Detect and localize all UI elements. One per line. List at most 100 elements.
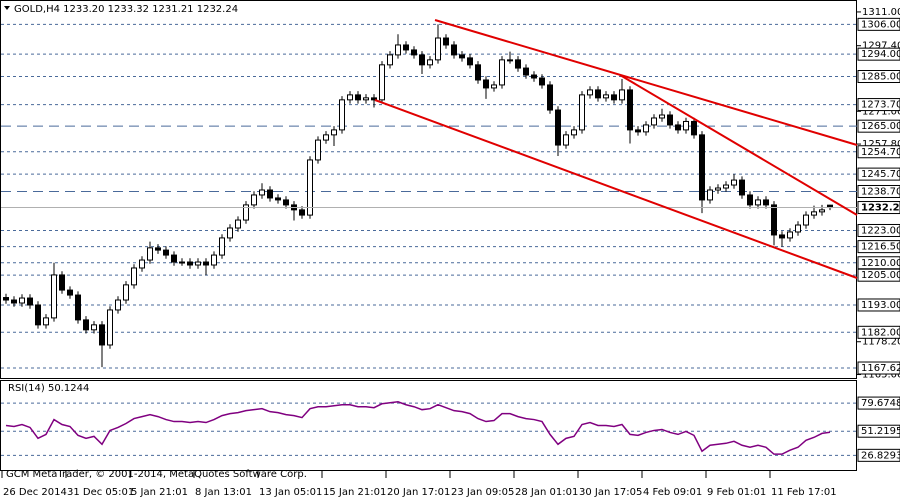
candle-body	[27, 297, 33, 306]
candle-body	[523, 67, 529, 76]
level-box	[857, 70, 900, 84]
lower-channel-line	[374, 99, 858, 279]
candle-body	[419, 54, 425, 66]
level-box	[857, 47, 900, 61]
candle-body	[779, 234, 785, 239]
candle-body	[163, 249, 169, 256]
level-box	[857, 325, 900, 339]
y-tick-label: 1257.80	[862, 139, 900, 150]
x-tick-label: 26 Dec 2014	[3, 487, 67, 498]
candle-body	[819, 209, 825, 213]
rsi-level-box	[857, 448, 900, 462]
level-label: 1216.50	[861, 242, 900, 253]
candle-body	[251, 194, 257, 206]
x-tick-label: 9 Feb 01:01	[707, 487, 766, 498]
candle-body	[3, 297, 9, 301]
candle-body	[643, 124, 649, 133]
candle-body	[563, 134, 569, 146]
menu-arrow[interactable]	[4, 6, 10, 10]
candle-body	[723, 184, 729, 189]
candle-body	[803, 214, 809, 226]
candle-body	[499, 59, 505, 86]
level-label: 1294.00	[861, 49, 900, 60]
candle-body	[107, 309, 113, 346]
level-box	[857, 119, 900, 133]
candle-body	[91, 324, 97, 331]
level-label: 1306.00	[861, 19, 900, 30]
x-tick-label: 4 Feb 09:01	[643, 487, 702, 498]
level-box	[857, 167, 900, 181]
y-tick-label: 1165.00	[862, 370, 900, 381]
price-panel	[0, 0, 857, 379]
candle-body	[435, 37, 441, 61]
candle-body	[307, 159, 313, 216]
candle-body	[755, 199, 761, 206]
level-label: 1205.00	[861, 270, 900, 281]
upper-channel-line	[434, 19, 858, 146]
candle-body	[531, 74, 537, 79]
level-box	[857, 240, 900, 254]
rsi-level-label: 26.8293	[861, 450, 900, 461]
candle-body	[811, 211, 817, 216]
candle-body	[139, 259, 145, 269]
level-label: 1273.70	[861, 100, 900, 111]
x-tick-label: 5 Jan 21:01	[131, 487, 188, 498]
bid-label: 1232.24	[861, 203, 900, 214]
candle-body	[363, 97, 369, 101]
candle-body	[699, 134, 705, 201]
candle-body	[739, 179, 745, 196]
candle-body	[379, 64, 385, 101]
candle-body	[219, 237, 225, 256]
bid-box	[857, 201, 900, 215]
candle-body	[195, 261, 201, 266]
rsi-panel	[0, 380, 857, 471]
candle-body	[763, 199, 769, 206]
x-tick-label: 13 Jan 05:01	[259, 487, 322, 498]
candle-body	[539, 77, 545, 86]
y-tick-label: 1311.00	[862, 7, 900, 18]
candle-body	[43, 317, 49, 326]
candle-body	[67, 289, 73, 296]
candle-body	[211, 254, 217, 266]
candle-body	[571, 129, 577, 136]
candle-body	[323, 134, 329, 141]
candle-body	[227, 227, 233, 239]
candle-body	[267, 189, 273, 199]
candle-body	[443, 37, 449, 46]
candle-body	[123, 284, 129, 301]
level-box	[857, 361, 900, 375]
candle-body	[691, 120, 697, 136]
candle-body	[19, 297, 25, 304]
candle-body	[547, 84, 553, 111]
candle-body	[507, 59, 513, 62]
level-box	[857, 268, 900, 282]
copyright: GCM MetaTrader, © 2001-2014, MetaQuotes …	[6, 469, 307, 480]
candle-body	[651, 117, 657, 126]
level-label: 1223.00	[861, 225, 900, 236]
candle-body	[339, 99, 345, 131]
candle-body	[243, 204, 249, 221]
x-tick-label: 20 Jan 17:01	[387, 487, 450, 498]
level-box	[857, 17, 900, 31]
y-tick-label: 1271.00	[862, 106, 900, 117]
candle-body	[11, 299, 17, 304]
candle-body	[747, 194, 753, 206]
candle-body	[275, 197, 281, 201]
rsi-level-box	[857, 396, 900, 410]
level-box	[857, 298, 900, 312]
candle-body	[683, 120, 689, 131]
candle-body	[579, 94, 585, 131]
candle-body	[35, 304, 41, 326]
candle-body	[283, 199, 289, 206]
candle-body	[179, 261, 185, 264]
rsi-title: RSI(14) 50.1244	[8, 383, 89, 394]
candle-body	[483, 79, 489, 89]
candle-body	[259, 189, 265, 196]
rsi-level-label: 51.2195	[861, 426, 900, 437]
chart-title: GOLD,H4 1233.20 1233.32 1231.21 1232.24	[14, 4, 238, 15]
x-tick-label: 23 Jan 09:05	[451, 487, 514, 498]
rsi-level-box	[857, 424, 900, 438]
candle-body	[387, 54, 393, 66]
trend-lines	[374, 19, 858, 279]
